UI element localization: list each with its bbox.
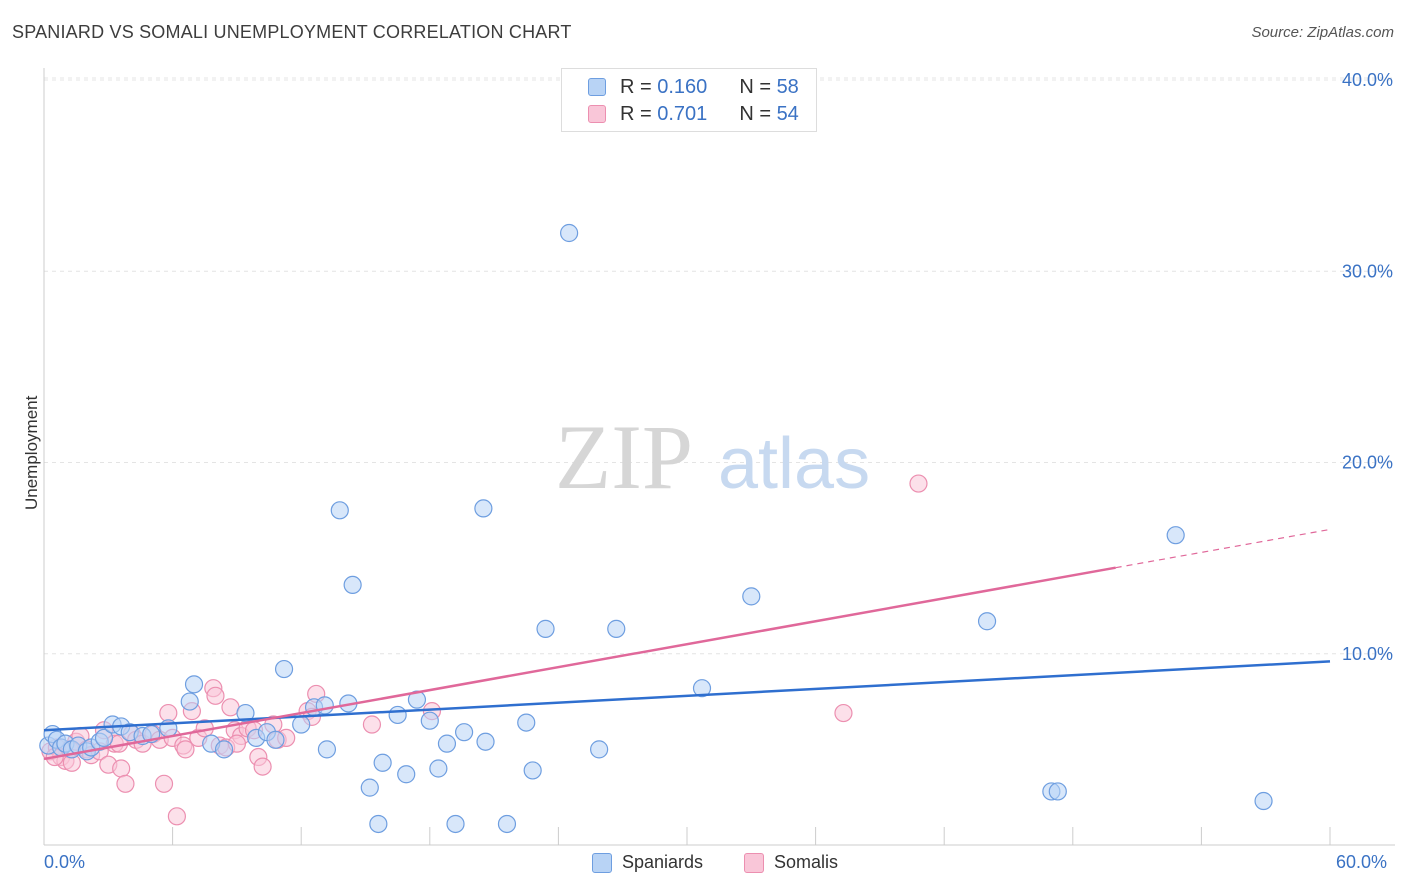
watermark: ZIP atlas xyxy=(555,406,870,508)
spaniard-points xyxy=(39,223,1273,834)
spaniard-point xyxy=(420,711,439,730)
spaniard-point xyxy=(94,728,114,748)
y-tick-label: 20.0% xyxy=(1342,453,1393,473)
legend-r-label: R = xyxy=(620,75,652,98)
legend-n-value-somalis: 54 xyxy=(776,102,799,125)
bottom-legend-swatch-spaniards xyxy=(592,852,612,873)
somali-point xyxy=(167,807,186,826)
spaniard-point xyxy=(388,705,407,725)
spaniard-point xyxy=(742,587,761,606)
legend-swatch-somalis xyxy=(588,105,606,123)
legend-n-value-spaniards: 58 xyxy=(776,75,799,98)
spaniard-point xyxy=(692,679,712,698)
somali-point xyxy=(206,686,225,705)
spaniard-point xyxy=(369,814,388,834)
legend-swatch-spaniards xyxy=(588,78,606,96)
y-tick-labels: 10.0% 20.0% 30.0% 40.0% xyxy=(1342,70,1393,664)
somali-point xyxy=(362,715,382,734)
axes xyxy=(43,68,1395,846)
chart-title: SPANIARD VS SOMALI UNEMPLOYMENT CORRELAT… xyxy=(12,22,572,42)
spaniard-point xyxy=(446,814,465,834)
somali-points xyxy=(41,474,928,826)
watermark-atlas: atlas xyxy=(718,424,870,504)
somali-point xyxy=(834,703,853,723)
spaniard-point xyxy=(266,730,285,749)
watermark-zip: ZIP xyxy=(555,406,693,508)
somali-trend-line-extension xyxy=(1115,528,1331,569)
spaniard-point xyxy=(536,619,555,638)
somali-point xyxy=(176,740,195,759)
spaniard-point xyxy=(977,612,997,631)
x-tick-label-max: 60.0% xyxy=(1336,852,1388,872)
y-tick-label: 10.0% xyxy=(1342,644,1393,664)
spaniard-point xyxy=(476,732,495,751)
spaniard-point xyxy=(397,765,416,784)
legend-row-somalis: R = 0.701 N = 54 xyxy=(588,102,799,126)
spaniard-point xyxy=(292,715,311,734)
bottom-legend-label-spaniards: Spaniards xyxy=(622,852,704,872)
somali-trend-line xyxy=(43,566,1116,761)
grid-lines xyxy=(44,77,1395,655)
spaniard-point xyxy=(1048,782,1067,801)
legend-r-value-spaniards: 0.160 xyxy=(657,75,708,98)
spaniard-point xyxy=(607,619,626,638)
legend-n-label: N = xyxy=(739,75,771,98)
spaniard-point xyxy=(497,814,517,834)
spaniard-point xyxy=(184,675,204,694)
spaniard-point xyxy=(454,723,474,742)
legend-row-spaniards: R = 0.160 N = 58 xyxy=(588,75,799,99)
spaniard-point xyxy=(180,692,199,711)
spaniard-point xyxy=(373,753,392,772)
spaniard-point xyxy=(317,740,337,759)
legend-n-label: N = xyxy=(739,102,771,125)
spaniard-point xyxy=(560,223,579,243)
legend-r-value-somalis: 0.701 xyxy=(657,102,708,125)
correlation-legend: R = 0.160 N = 58 R = 0.701 N = 54 xyxy=(561,68,817,132)
spaniard-point xyxy=(360,778,379,797)
bottom-legend-spaniards: Spaniards xyxy=(592,852,703,873)
spaniard-point xyxy=(274,659,294,679)
spaniard-point xyxy=(214,740,234,759)
spaniard-trend-line xyxy=(43,660,1331,732)
source-label: Source: ZipAtlas.com xyxy=(1251,24,1394,41)
spaniard-point xyxy=(236,703,255,723)
spaniard-point xyxy=(523,761,542,780)
somali-point xyxy=(112,759,131,778)
bottom-legend-label-somalis: Somalis xyxy=(774,852,839,872)
spaniard-point xyxy=(330,501,349,520)
spaniard-point xyxy=(517,713,536,732)
spaniard-point xyxy=(429,759,448,778)
y-tick-label: 40.0% xyxy=(1342,70,1393,90)
spaniard-point xyxy=(315,696,334,715)
spaniard-point xyxy=(590,740,609,759)
bottom-legend-somalis: Somalis xyxy=(744,852,838,873)
x-tick-label-min: 0.0% xyxy=(44,852,86,872)
legend-r-label: R = xyxy=(620,102,652,125)
spaniard-point xyxy=(474,499,493,518)
bottom-legend-swatch-somalis xyxy=(744,852,764,873)
somali-point xyxy=(154,774,174,793)
somali-point xyxy=(116,774,135,793)
spaniard-point xyxy=(437,734,457,753)
spaniard-point xyxy=(1254,791,1273,811)
somali-point xyxy=(159,703,178,723)
somali-point xyxy=(253,757,272,776)
trend-lines xyxy=(43,528,1331,761)
somali-point xyxy=(909,474,928,493)
spaniard-point xyxy=(343,575,362,595)
y-tick-label: 30.0% xyxy=(1342,261,1393,281)
spaniard-point xyxy=(1166,526,1185,545)
